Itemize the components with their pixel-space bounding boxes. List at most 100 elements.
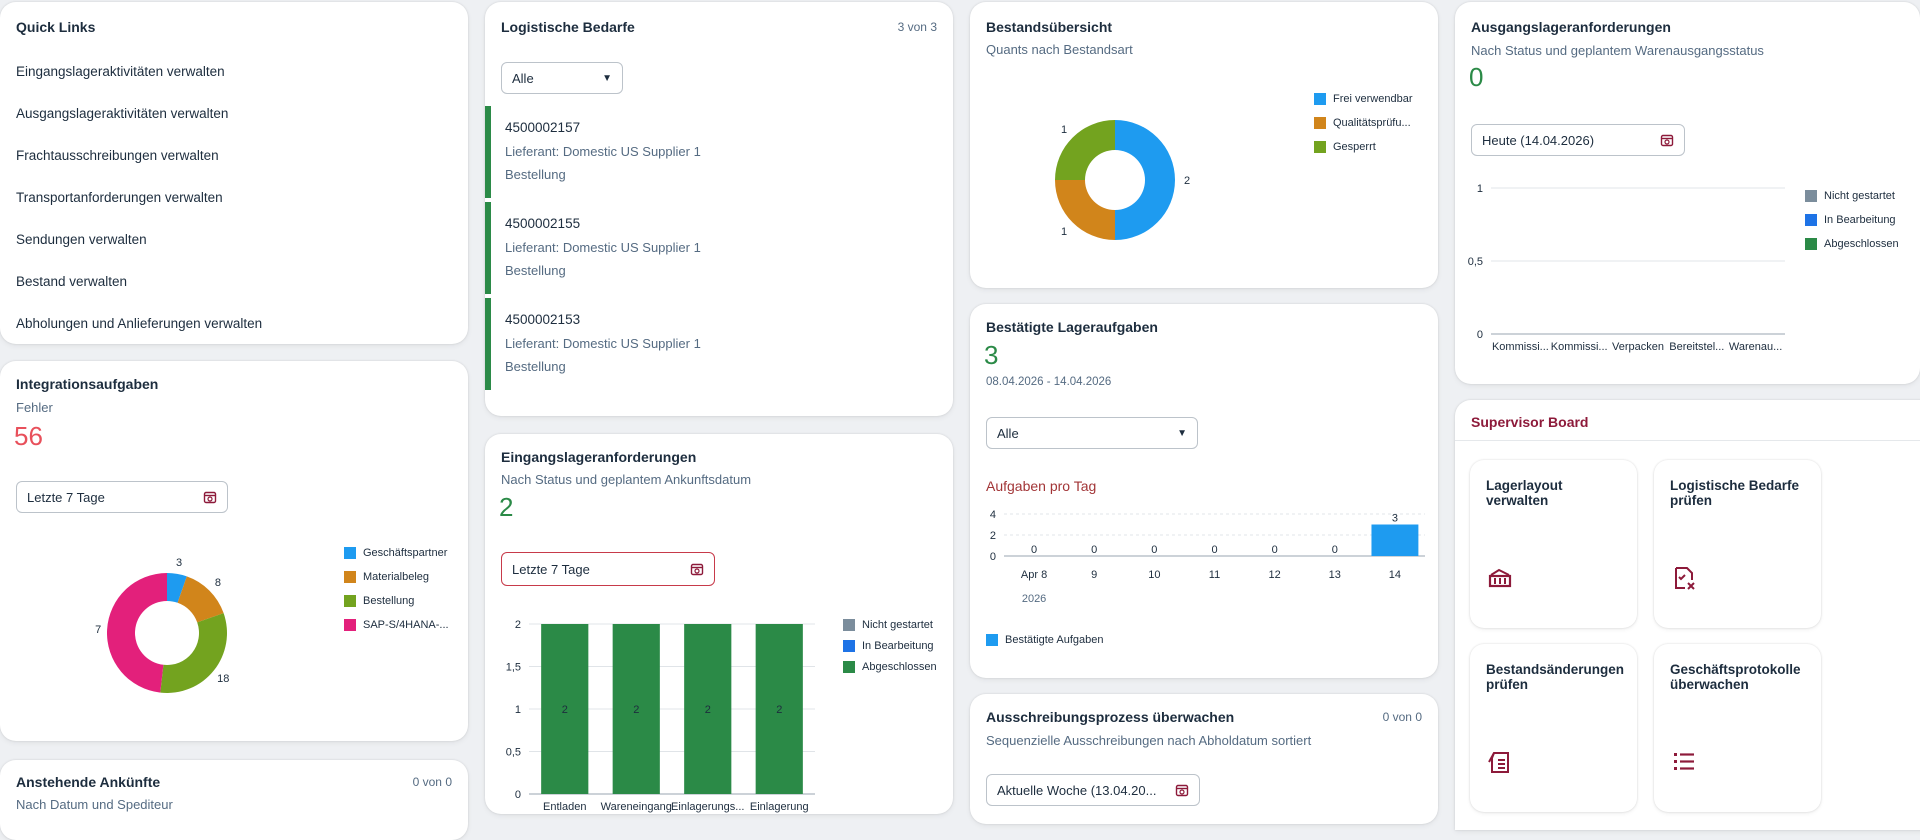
bar-value-label: 0 bbox=[1272, 544, 1278, 556]
quick-links-title: Quick Links bbox=[16, 19, 96, 35]
y-tick-label: 1 bbox=[515, 704, 521, 716]
arrivals-counter: 0 von 0 bbox=[412, 775, 452, 789]
x-tick-label: Einlagerung bbox=[750, 801, 809, 813]
bar-value-label: 0 bbox=[1211, 544, 1217, 556]
tender-card[interactable]: Ausschreibungsprozess überwachen 0 von 0… bbox=[970, 694, 1438, 824]
list-item[interactable]: 4500002155 Lieferant: Domestic US Suppli… bbox=[485, 202, 953, 294]
log-needs-title: Logistische Bedarfe bbox=[501, 19, 635, 35]
quick-link-pickups-deliveries[interactable]: Abholungen und Anlieferungen verwalten bbox=[16, 316, 263, 331]
list-item-id: 4500002157 bbox=[505, 120, 581, 135]
integration-card[interactable]: Integrationsaufgaben Fehler 56 Letzte 7 … bbox=[0, 361, 468, 741]
slice-value-label: 27 bbox=[95, 624, 101, 636]
chevron-down-icon: ▼ bbox=[602, 72, 612, 84]
list-item[interactable]: 4500002157 Lieferant: Domestic US Suppli… bbox=[485, 106, 953, 198]
x-tick-label: Apr 8 bbox=[1021, 569, 1047, 581]
legend-item-free: Frei verwendbar bbox=[1314, 93, 1412, 105]
integration-title: Integrationsaufgaben bbox=[16, 376, 159, 392]
quick-link-outbound-activities[interactable]: Ausgangslageraktivitäten verwalten bbox=[16, 106, 229, 121]
tender-date-filter[interactable]: Aktuelle Woche (13.04.20... bbox=[986, 774, 1200, 806]
bar-value-label: 2 bbox=[562, 704, 568, 716]
list-item-supplier: Lieferant: Domestic US Supplier 1 bbox=[505, 144, 701, 159]
donut-slice bbox=[1055, 180, 1115, 240]
calendar-icon[interactable] bbox=[690, 562, 704, 576]
legend-item-sap: SAP-S/4HANA-... bbox=[344, 619, 449, 631]
donut-slice bbox=[106, 573, 167, 693]
y-tick-label: 1,5 bbox=[506, 662, 521, 674]
outbound-title: Ausgangslageranforderungen bbox=[1471, 19, 1671, 35]
quick-link-freight-tenders[interactable]: Frachtausschreibungen verwalten bbox=[16, 148, 219, 163]
tile-title: Bestandsänderungen prüfen bbox=[1486, 662, 1625, 692]
tile-check-log-needs[interactable]: Logistische Bedarfe prüfen bbox=[1654, 460, 1821, 628]
list-icon bbox=[1674, 753, 1694, 770]
log-needs-filter-value: Alle bbox=[512, 70, 534, 86]
bar bbox=[684, 624, 732, 794]
x-tick-label: Kommissi... bbox=[1492, 341, 1549, 353]
quick-link-stock[interactable]: Bestand verwalten bbox=[16, 274, 128, 289]
tile-title: Lagerlayout verwalten bbox=[1486, 478, 1563, 508]
outbound-subtitle: Nach Status und geplantem Warenausgangss… bbox=[1471, 43, 1764, 58]
bar bbox=[612, 624, 660, 794]
bar-value-label: 3 bbox=[1392, 513, 1398, 525]
arrivals-title: Anstehende Ankünfte bbox=[16, 774, 161, 790]
confirmed-filter[interactable]: Alle ▼ bbox=[986, 417, 1198, 449]
y-tick-label: 0 bbox=[515, 789, 521, 801]
inbound-kpi: 2 bbox=[499, 492, 514, 522]
legend-item-blocked: Gesperrt bbox=[1314, 141, 1376, 153]
calendar-icon[interactable] bbox=[1660, 133, 1674, 147]
inbound-card[interactable]: Eingangslageranforderungen Nach Status u… bbox=[485, 434, 953, 814]
legend-item-partner: Geschäftspartner bbox=[344, 547, 447, 559]
confirmed-daterange: 08.04.2026 - 14.04.2026 bbox=[986, 376, 1112, 388]
confirmed-kpi: 3 bbox=[984, 340, 999, 370]
quick-link-transport-requests[interactable]: Transportanforderungen verwalten bbox=[16, 190, 223, 205]
y-tick-label: 2 bbox=[990, 530, 996, 542]
x-tick-label: 14 bbox=[1389, 569, 1401, 581]
bar bbox=[541, 624, 589, 794]
tile-title: Geschäftsprotokolle überwachen bbox=[1670, 662, 1801, 692]
donut-slice bbox=[177, 576, 224, 623]
confirmed-title: Bestätigte Lageraufgaben bbox=[986, 319, 1158, 335]
quick-link-inbound-activities[interactable]: Eingangslageraktivitäten verwalten bbox=[16, 64, 225, 79]
calendar-icon[interactable] bbox=[203, 490, 217, 504]
inbound-subtitle: Nach Status und geplantem Ankunftsdatum bbox=[501, 472, 752, 487]
log-needs-filter[interactable]: Alle ▼ bbox=[501, 62, 623, 94]
tile-title: Logistische Bedarfe prüfen bbox=[1670, 478, 1800, 508]
outbound-date-filter[interactable]: Heute (14.04.2026) bbox=[1471, 124, 1685, 156]
chevron-down-icon: ▼ bbox=[1177, 427, 1187, 439]
tender-subtitle: Sequenzielle Ausschreibungen nach Abhold… bbox=[986, 733, 1312, 748]
x-tick-label: Entladen bbox=[543, 801, 586, 813]
slice-value-label: 2 bbox=[1184, 175, 1190, 187]
slice-value-label: 3 bbox=[176, 557, 182, 569]
legend-item-quality: Qualitätsprüfu... bbox=[1314, 117, 1411, 129]
outbound-card[interactable]: Ausgangslageranforderungen Nach Status u… bbox=[1455, 2, 1920, 384]
confirmed-card[interactable]: Bestätigte Lageraufgaben 3 08.04.2026 - … bbox=[970, 304, 1438, 678]
x-tick-label: 10 bbox=[1148, 569, 1160, 581]
legend-item-confirmed-tasks: Bestätigte Aufgaben bbox=[986, 634, 1103, 646]
stock-card[interactable]: Bestandsübersicht Quants nach Bestandsar… bbox=[970, 2, 1438, 288]
slice-value-label: 18 bbox=[217, 673, 229, 685]
donut-slice bbox=[1055, 120, 1115, 180]
x-tick-label: 12 bbox=[1269, 569, 1281, 581]
bar-value-label: 2 bbox=[776, 704, 782, 716]
tender-counter: 0 von 0 bbox=[1382, 710, 1422, 724]
list-item[interactable]: 4500002153 Lieferant: Domestic US Suppli… bbox=[485, 298, 953, 390]
quick-link-shipments[interactable]: Sendungen verwalten bbox=[16, 232, 147, 247]
list-item-type: Bestellung bbox=[505, 263, 566, 278]
bar bbox=[755, 624, 803, 794]
log-needs-counter: 3 von 3 bbox=[897, 20, 937, 34]
bar-value-label: 2 bbox=[705, 704, 711, 716]
tile-business-logs[interactable]: Geschäftsprotokolle überwachen bbox=[1654, 644, 1821, 812]
tile-stock-changes[interactable]: Bestandsänderungen prüfen bbox=[1470, 644, 1637, 812]
arrivals-card[interactable]: Anstehende Ankünfte 0 von 0 Nach Datum u… bbox=[0, 760, 468, 840]
inbound-date-filter[interactable]: Letzte 7 Tage bbox=[501, 552, 715, 586]
integration-date-filter-value: Letzte 7 Tage bbox=[27, 489, 105, 505]
legend-item-completed: Abgeschlossen bbox=[843, 661, 937, 673]
x-tick-label: Verpacken bbox=[1612, 341, 1664, 353]
calendar-icon[interactable] bbox=[1175, 783, 1189, 797]
bar bbox=[1371, 524, 1419, 556]
integration-date-filter[interactable]: Letzte 7 Tage bbox=[16, 481, 228, 513]
list-item-type: Bestellung bbox=[505, 167, 566, 182]
slice-value-label: 1 bbox=[1061, 226, 1067, 238]
x-tick-label: Einlagerungs... bbox=[671, 801, 744, 813]
tile-warehouse-layout[interactable]: Lagerlayout verwalten bbox=[1470, 460, 1637, 628]
list-item-supplier: Lieferant: Domestic US Supplier 1 bbox=[505, 240, 701, 255]
